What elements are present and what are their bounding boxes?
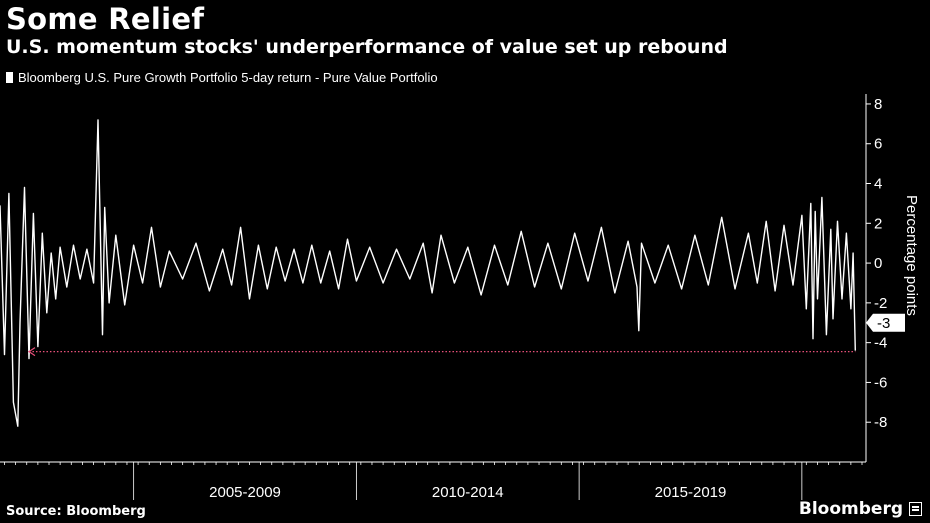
x-tick-label: 2005-2009 [209, 484, 281, 501]
x-axis: 2005-2009 2010-2014 2015-2019 [0, 461, 866, 501]
y-tick-label: -2 [874, 295, 887, 312]
series-line-0 [0, 119, 856, 427]
x-tick-label: 2015-2019 [655, 484, 727, 501]
y-tick-label: 4 [874, 176, 882, 193]
y-tick-label: -6 [874, 374, 887, 391]
y-axis-label: Percentage points [903, 195, 920, 316]
y-tick-label: -4 [874, 335, 887, 352]
legend: Bloomberg U.S. Pure Growth Portfolio 5-d… [6, 70, 438, 85]
y-tick-label: 2 [874, 215, 882, 232]
chart-subtitle: U.S. momentum stocks' underperformance o… [6, 36, 728, 58]
brand: Bloomberg [799, 499, 922, 519]
last-value-label: -3 [877, 315, 890, 332]
last-value-callout [866, 313, 905, 332]
reference-arrowhead [27, 347, 36, 357]
y-tick-label: 8 [874, 96, 882, 113]
source-note: Source: Bloomberg [6, 504, 146, 519]
y-tick-label: 0 [874, 255, 882, 272]
series-layer [0, 119, 856, 427]
terminal-icon [909, 502, 922, 516]
x-tick-label: 2010-2014 [432, 484, 504, 501]
y-tick-label: -8 [874, 414, 887, 431]
legend-label: Bloomberg U.S. Pure Growth Portfolio 5-d… [18, 70, 438, 85]
chart-title: Some Relief [6, 2, 205, 36]
reference-line-layer [27, 347, 856, 357]
legend-swatch [6, 72, 13, 83]
y-axis: 8 6 4 2 0 -2 -4 -6 -8 -3 [865, 94, 905, 462]
y-tick-label: 6 [874, 136, 882, 153]
brand-name: Bloomberg [798, 499, 903, 519]
